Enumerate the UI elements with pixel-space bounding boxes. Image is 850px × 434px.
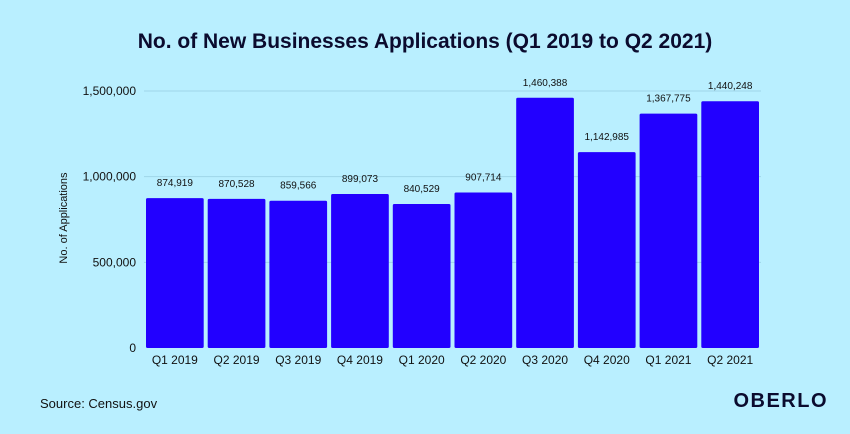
data-label: 899,073 [342,174,379,185]
bar [701,101,759,348]
brand-logo: OBERLO [733,390,828,412]
bar [331,193,389,348]
bar [577,152,636,348]
bar [146,198,204,348]
y-tick-label: 1,500,000 [83,84,137,98]
x-tick-label: Q1 2021 [645,353,691,367]
x-tick-label: Q2 2021 [707,353,753,367]
bar [639,113,698,349]
x-tick-label: Q1 2019 [152,353,198,367]
x-tick-label: Q2 2020 [460,353,506,367]
y-tick-label: 500,000 [93,255,137,269]
bar [516,97,574,348]
y-tick-label: 0 [129,341,136,355]
y-tick-label: 1,000,000 [83,170,137,184]
x-tick-label: Q4 2019 [337,353,383,367]
data-label: 840,529 [404,184,441,195]
data-label: 1,142,985 [585,132,630,143]
data-label: 859,566 [280,181,317,192]
data-label: 1,367,775 [646,94,691,105]
data-label: 870,528 [218,179,255,190]
data-label: 907,714 [465,172,502,183]
data-label: 874,919 [157,178,194,189]
x-tick-label: Q2 2019 [214,353,260,367]
data-labels: 874,919 870,528 859,566 899,073 840,529 907,7… [157,78,753,195]
bar [269,200,328,348]
y-axis-label: No. of Applications [58,172,70,264]
data-label: 1,460,388 [523,78,568,89]
x-tick-label: Q4 2020 [584,353,630,367]
chart-title: No. of New Businesses Applications (Q1 2… [137,30,713,53]
bar [207,198,266,348]
x-tick-label: Q3 2020 [522,353,568,367]
x-tick-label: Q1 2020 [399,353,445,367]
y-axis: 0 500,000 1,000,000 1,500,000 [83,84,137,355]
bar [392,203,451,348]
data-label: 1,440,248 [708,81,753,92]
bar [454,192,513,348]
source-note: Source: Census.gov [40,396,158,411]
bars [146,97,759,349]
x-axis: Q1 2019 Q2 2019 Q3 2019 Q4 2019 Q1 2020 Q2 20… [152,353,754,367]
x-tick-label: Q3 2019 [275,353,321,367]
